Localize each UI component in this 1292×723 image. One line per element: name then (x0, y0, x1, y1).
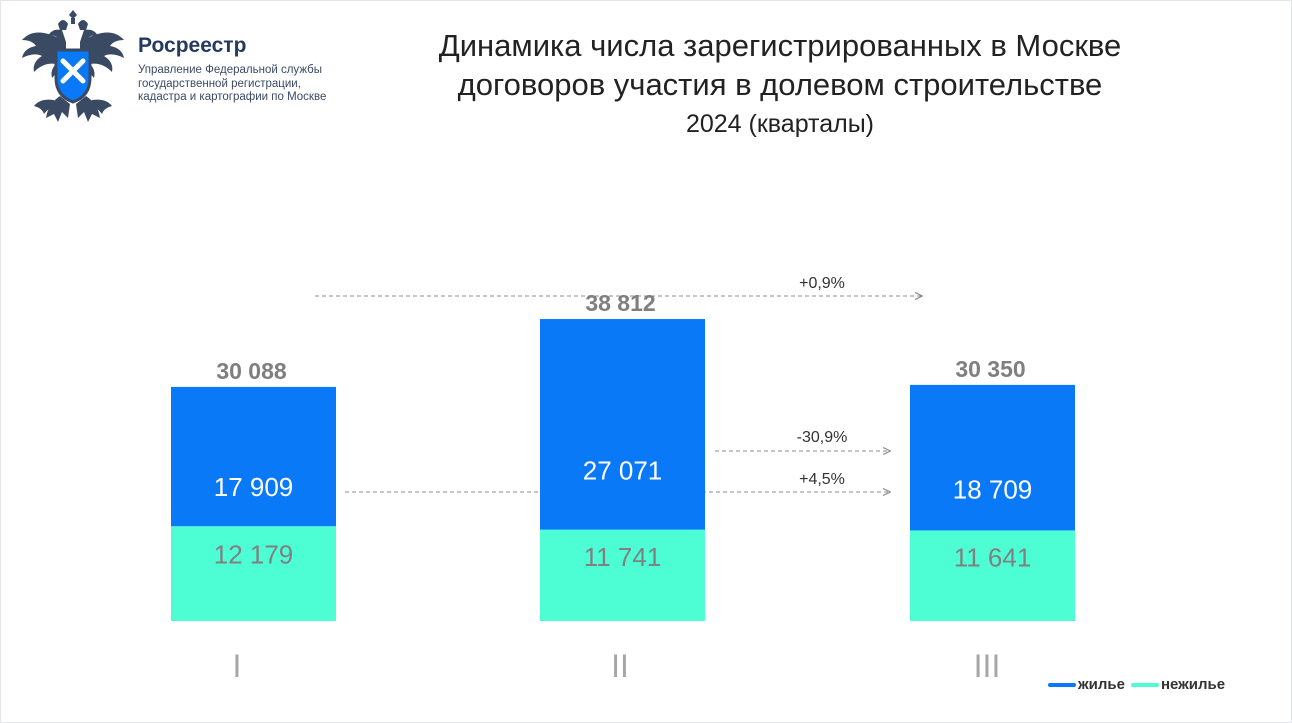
category-tick-label: II (611, 648, 629, 684)
chart-title-line-1: Динамика числа зарегистрированных в Моск… (438, 28, 1122, 63)
legend-item-nonresidential: нежилье (1130, 676, 1226, 693)
chart-legend: жилье нежилье (1048, 676, 1231, 693)
comparison-percent-label: +0,9% (799, 275, 845, 292)
brand-sub-line: Управление Федеральной службы (138, 64, 322, 76)
data-label-total: 30 088 (216, 358, 287, 384)
rosreestr-logo (20, 8, 126, 131)
bar-segment-residential (171, 386, 336, 527)
double-headed-eagle-icon (22, 10, 124, 122)
legend-label-nonresidential: нежилье (1160, 676, 1226, 693)
category-tick-label: I (233, 648, 242, 684)
chart-title-line-2: договоров участия в долевом строительств… (457, 67, 1103, 102)
data-label-residential: 18 709 (953, 475, 1033, 505)
brand-name: Росреестр (138, 34, 247, 57)
comparison-percent-label: -30,9% (797, 429, 848, 446)
data-label-nonresidential: 11 641 (954, 543, 1032, 573)
brand-subtitle: Управление Федеральной службы государств… (138, 64, 326, 105)
bar-segment-nonresidential (171, 526, 336, 621)
brand-sub-line: государственной регистрации, (138, 77, 301, 90)
chart-title-block: Динамика числа зарегистрированных в Моск… (360, 26, 1200, 140)
bar-segment-nonresidential (910, 530, 1075, 621)
chart-subtitle: 2024 (кварталы) (685, 110, 875, 138)
bar-segment-nonresidential (540, 529, 705, 621)
bar-segment-residential (540, 319, 705, 530)
brand-sub-line: кадастра и картографии по Москве (138, 91, 327, 103)
brand-block: Росреестр Управление Федеральной службы … (138, 34, 326, 105)
data-label-nonresidential: 11 741 (584, 542, 662, 572)
data-label-total: 30 350 (955, 356, 1025, 382)
legend-swatch-nonresidential (1130, 682, 1159, 687)
comparison-percent-label: +4,5% (799, 471, 845, 488)
data-label-total: 38 812 (585, 290, 655, 316)
legend-label-residential: жилье (1078, 676, 1125, 693)
bar-segment-residential (910, 384, 1075, 531)
category-tick-label: III (974, 648, 1001, 684)
data-label-residential: 17 909 (214, 472, 294, 502)
data-label-nonresidential: 12 179 (214, 540, 294, 570)
legend-item-residential: жилье (1048, 676, 1125, 693)
legend-swatch-residential (1048, 682, 1076, 687)
data-label-residential: 27 071 (583, 456, 663, 486)
